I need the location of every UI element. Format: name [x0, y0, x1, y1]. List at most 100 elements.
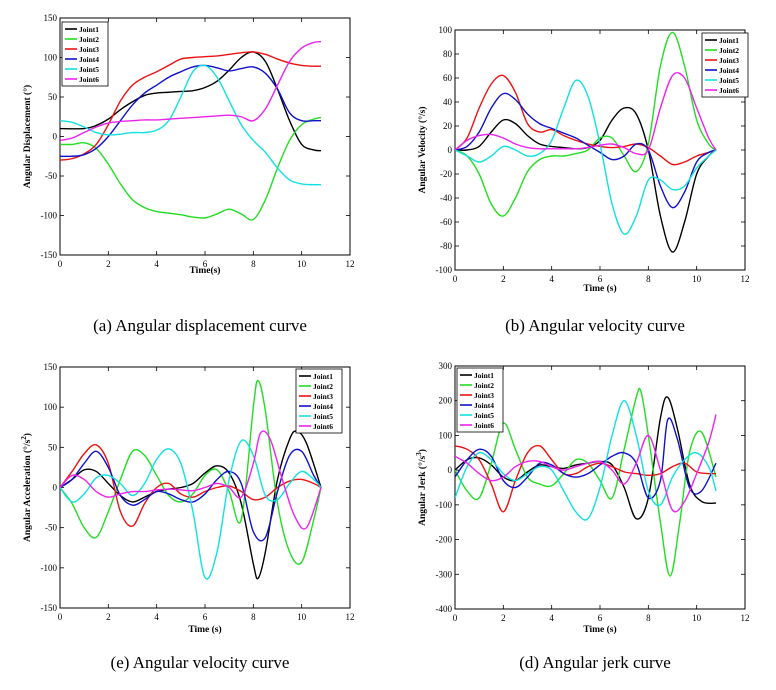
- y-tick-label: -150: [41, 603, 58, 613]
- y-tick-label: 0: [53, 483, 58, 493]
- y-axis-label: Angular Displacement (°): [22, 85, 33, 188]
- x-axis-label: Time (s): [583, 283, 616, 294]
- legend-label-joint6: Joint6: [313, 422, 333, 431]
- y-tick-label: 100: [44, 402, 58, 412]
- legend-label-joint4: Joint4: [79, 55, 99, 64]
- legend-label-joint4: Joint4: [313, 402, 333, 411]
- series-line-joint2: [455, 31, 717, 217]
- x-tick-label: 0: [453, 613, 458, 623]
- series-line-joint3: [455, 74, 717, 166]
- legend-label-joint4: Joint4: [474, 401, 494, 410]
- x-tick-label: 6: [203, 612, 208, 622]
- y-tick-label: -80: [440, 241, 452, 251]
- y-tick-label: 300: [439, 361, 453, 371]
- caption-d: (d) Angular jerk curve: [519, 653, 671, 672]
- y-axis-label-sup: 2: [20, 436, 28, 440]
- series-group: [60, 379, 322, 580]
- x-tick-label: 4: [549, 274, 554, 284]
- x-tick-label: 6: [598, 613, 603, 623]
- chart-d: 0 2 4 6 8 10 12 -400 -300 -200 -100 0 100 200 300 Time …: [415, 361, 750, 635]
- plot-frame: [454, 29, 746, 271]
- x-tick-label: 8: [251, 612, 256, 622]
- x-tick-label: 12: [346, 259, 355, 269]
- y-tick-label: 150: [44, 362, 58, 372]
- legend-label-joint2: Joint2: [719, 46, 739, 55]
- series-line-joint6: [60, 41, 322, 142]
- series-line-joint6: [455, 414, 717, 513]
- y-tick-label: 200: [439, 396, 453, 406]
- legend-label-joint3: Joint3: [79, 45, 99, 54]
- y-tick-label: -100: [436, 265, 453, 275]
- x-tick-label: 8: [646, 274, 651, 284]
- series-line-joint5: [60, 439, 322, 580]
- y-tick-label: 80: [443, 49, 453, 59]
- series-line-joint1: [60, 51, 322, 152]
- y-tick-label: -100: [41, 211, 58, 221]
- x-tick-label: 0: [453, 274, 458, 284]
- legend-label-joint1: Joint1: [313, 372, 333, 381]
- legend-label-joint4: Joint4: [719, 66, 739, 75]
- y-tick-label: -50: [45, 171, 57, 181]
- y-axis-label-main: Angular Jerk (°/s: [417, 455, 428, 525]
- y-tick-label: -200: [436, 535, 453, 545]
- legend-box: [295, 368, 343, 434]
- legend-label-joint1: Joint1: [474, 371, 494, 380]
- y-axis-label-end: ): [22, 433, 33, 436]
- y-tick-label: -300: [436, 569, 453, 579]
- x-tick-label: 8: [646, 613, 651, 623]
- legend-box: [456, 367, 504, 433]
- chart-e: 0 2 4 6 8 10 12 -150 -100 -50 0 50 100 150 Time (s) Ang…: [20, 362, 355, 635]
- legend-label-joint3: Joint3: [313, 392, 333, 401]
- y-tick-label: -50: [45, 523, 57, 533]
- y-tick-label: 20: [443, 121, 453, 131]
- y-tick-label: 50: [48, 442, 58, 452]
- series-line-joint1: [60, 430, 322, 580]
- x-tick-label: 6: [203, 259, 208, 269]
- series-line-joint5: [455, 79, 717, 235]
- y-tick-label: 0: [448, 465, 453, 475]
- legend-label-joint2: Joint2: [474, 381, 494, 390]
- x-tick-label: 12: [741, 613, 750, 623]
- y-axis-label-sup: 3: [415, 452, 423, 456]
- x-axis-label: Time(s): [190, 265, 221, 276]
- x-tick-label: 0: [58, 259, 63, 269]
- legend-label-joint1: Joint1: [79, 25, 99, 34]
- x-tick-label: 2: [501, 274, 506, 284]
- series-group: [455, 31, 717, 253]
- y-tick-label: -400: [436, 604, 453, 614]
- y-tick-label: 100: [44, 53, 58, 63]
- y-tick-label: 0: [53, 132, 58, 142]
- legend-label-joint5: Joint5: [79, 65, 99, 74]
- chart-a: 0 2 4 6 8 10 12 -150 -100 -50 0 50 100 150 Time(s) Angu…: [22, 13, 355, 276]
- legend-label-joint5: Joint5: [313, 412, 333, 421]
- legend-label-joint6: Joint6: [719, 86, 739, 95]
- y-tick-label: -100: [436, 500, 453, 510]
- legend-label-joint5: Joint5: [719, 76, 739, 85]
- legend-label-joint1: Joint1: [719, 36, 739, 45]
- caption-a: (a) Angular displacement curve: [93, 316, 307, 335]
- x-tick-label: 4: [549, 613, 554, 623]
- chart-b: 0 2 4 6 8 10 12 -100 -80 -60 -40 -20 0 20 40 60 80 100 Tim…: [417, 25, 750, 294]
- x-tick-label: 6: [598, 274, 603, 284]
- series-line-joint3: [455, 444, 717, 513]
- x-tick-label: 2: [501, 613, 506, 623]
- x-tick-label: 4: [154, 259, 159, 269]
- legend-label-joint6: Joint6: [474, 421, 494, 430]
- legend-label-joint2: Joint2: [313, 382, 333, 391]
- y-tick-label: 50: [48, 92, 58, 102]
- y-tick-label: -60: [440, 217, 452, 227]
- legend-label-joint5: Joint5: [474, 411, 494, 420]
- x-axis-label: Time (s): [583, 624, 616, 635]
- series-line-joint4: [60, 448, 322, 542]
- y-axis-label-main: Angular Acceleration (°/s: [22, 439, 33, 542]
- x-tick-label: 10: [692, 613, 702, 623]
- x-tick-label: 0: [58, 612, 63, 622]
- y-tick-label: -20: [440, 169, 452, 179]
- y-tick-label: 100: [439, 430, 453, 440]
- y-axis-label: Angular Velocity (°/s): [417, 106, 428, 193]
- series-group: [60, 41, 322, 221]
